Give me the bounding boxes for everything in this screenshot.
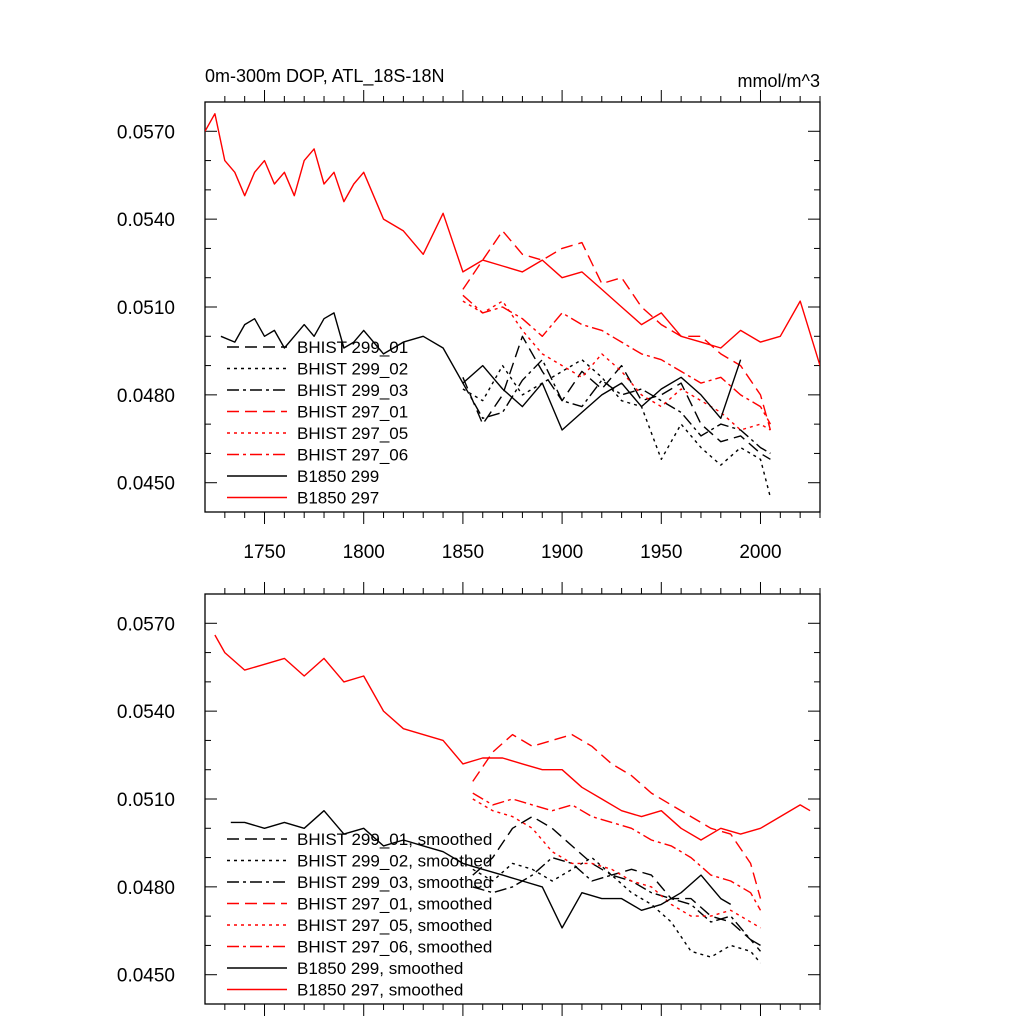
series-line [462, 335, 771, 460]
legend-label: B1850 299 [297, 467, 379, 486]
series-line [472, 856, 762, 964]
series-line [462, 300, 771, 431]
legend-label: BHIST 297_05, smoothed [297, 916, 492, 935]
legend-label: BHIST 297_06 [297, 446, 408, 465]
series-line [472, 856, 761, 947]
legend-label: B1850 297, smoothed [297, 981, 463, 1000]
legend-label: BHIST 297_01 [297, 403, 408, 422]
legend-label: BHIST 299_01, smoothed [297, 830, 492, 849]
x-tick-label: 2000 [739, 542, 781, 563]
top-panel: 0.0450 0.0480 0.0510 0.0540 0.0570 1750 1800 18… [117, 90, 821, 563]
y-tick-label: 0.0480 [117, 386, 175, 407]
series-line [472, 815, 762, 952]
series-group [214, 634, 811, 964]
legend-label: BHIST 297_01, smoothed [297, 895, 492, 914]
x-tick-label: 1750 [243, 542, 285, 563]
series-line [462, 294, 772, 425]
series-line [214, 634, 811, 841]
panel-title: 0m-300m DOP, ATL_18S-18N [205, 66, 444, 87]
series-line [462, 230, 772, 431]
bottom-panel: 0.0450 0.0480 0.0510 0.0540 0.0570 BHIST 299_… [117, 582, 821, 1016]
series-line [205, 112, 820, 366]
y-tick-label: 0.0510 [117, 790, 175, 811]
x-tick-label: 1900 [541, 542, 583, 563]
units-label: mmol/m^3 [738, 71, 820, 91]
legend-label: B1850 299, smoothed [297, 959, 463, 978]
series-group [205, 112, 820, 498]
series-line [230, 810, 732, 929]
y-tick-label: 0.0450 [117, 966, 175, 987]
y-tick-label: 0.0540 [117, 210, 175, 231]
y-tick-label: 0.0480 [117, 878, 175, 899]
y-tick-label: 0.0570 [117, 122, 175, 143]
y-tick-label: 0.0540 [117, 702, 175, 723]
x-tick-label: 1850 [442, 542, 484, 563]
legend-label: BHIST 299_03, smoothed [297, 873, 492, 892]
series-line [462, 359, 771, 455]
legend-label: BHIST 299_02 [297, 360, 408, 379]
x-tick-label: 1800 [343, 542, 385, 563]
y-tick-label: 0.0570 [117, 614, 175, 635]
y-tick-label: 0.0510 [117, 298, 175, 319]
y-tick-label: 0.0450 [117, 474, 175, 495]
legend-label: BHIST 297_05 [297, 424, 408, 443]
legend-label: BHIST 299_02, smoothed [297, 852, 492, 871]
x-tick-label: 1950 [640, 542, 682, 563]
series-line [462, 359, 772, 498]
series-line [472, 798, 761, 929]
legend-label: BHIST 297_06, smoothed [297, 938, 492, 957]
legend-label: B1850 297 [297, 489, 379, 508]
legend-label: BHIST 299_01 [297, 338, 408, 357]
series-line [220, 312, 742, 431]
series-line [472, 733, 762, 899]
legend-label: BHIST 299_03 [297, 381, 408, 400]
series-line [472, 792, 762, 911]
